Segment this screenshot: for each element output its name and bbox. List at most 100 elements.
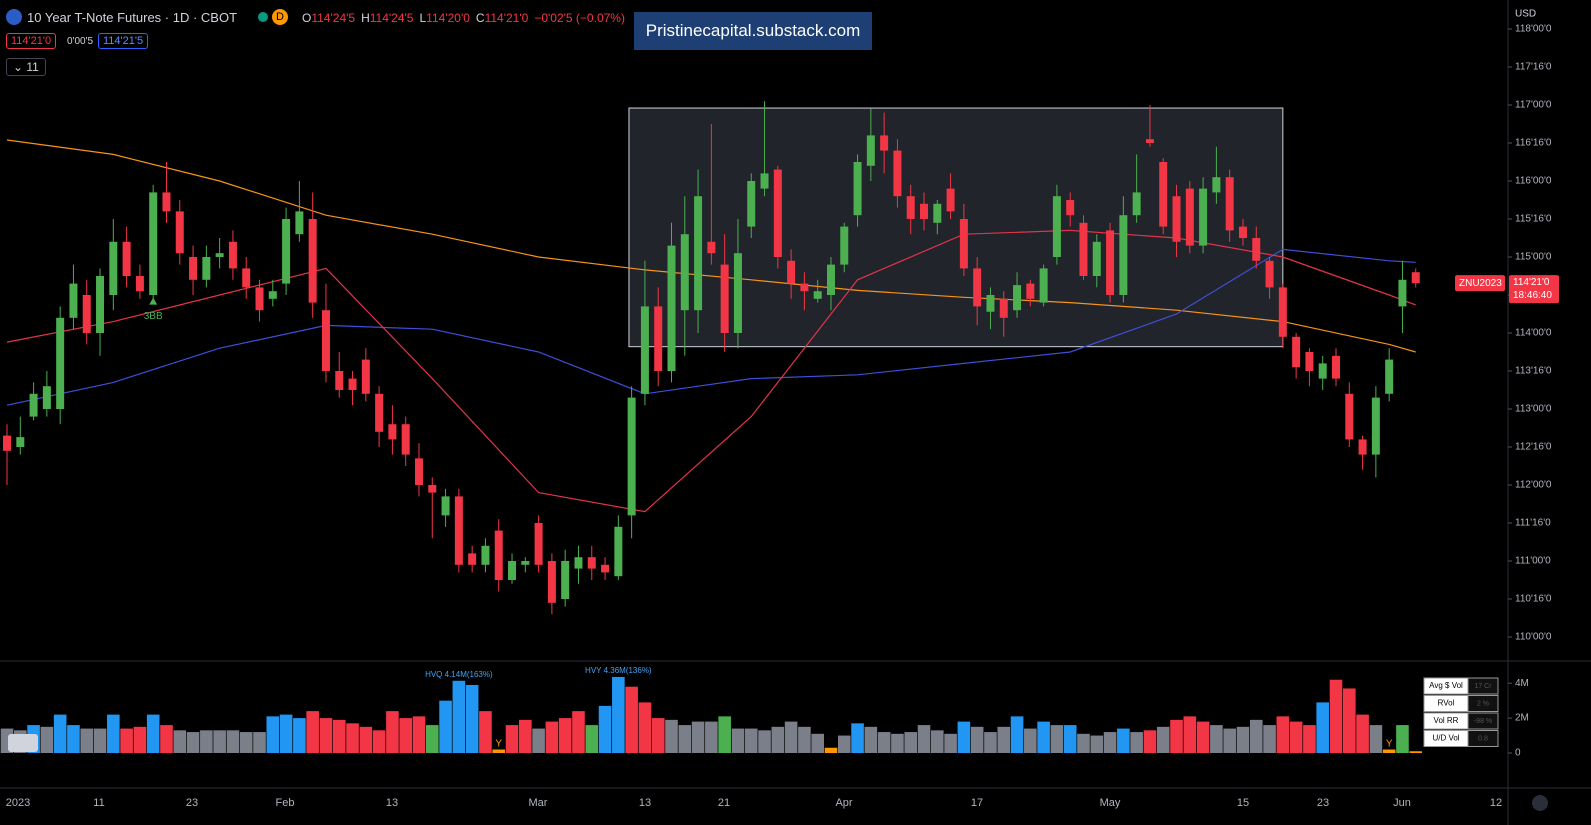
x-tick-label: 13 bbox=[639, 797, 651, 809]
x-tick-label: Feb bbox=[276, 797, 295, 809]
candle-body bbox=[680, 234, 689, 311]
volume-bar bbox=[572, 711, 585, 753]
volume-bar bbox=[479, 711, 492, 753]
stats-value: -98 % bbox=[1474, 718, 1492, 725]
volume-bar bbox=[691, 721, 705, 753]
volume-bar bbox=[93, 728, 107, 753]
x-tick-label: 2023 bbox=[6, 797, 30, 809]
candle-body bbox=[1358, 439, 1367, 455]
y-tick-label: 115'16'0 bbox=[1515, 214, 1552, 225]
volume-bar bbox=[1196, 721, 1210, 753]
candle-body bbox=[627, 397, 636, 516]
volume-bar bbox=[293, 718, 306, 753]
y-tick-label: 112'00'0 bbox=[1515, 480, 1552, 491]
candle-body bbox=[773, 169, 782, 257]
volume-bar bbox=[851, 723, 864, 753]
candle-body bbox=[654, 306, 663, 371]
volume-bar bbox=[904, 732, 918, 753]
candle-body bbox=[414, 458, 423, 485]
y-tick-label: 113'00'0 bbox=[1515, 404, 1552, 415]
countdown-label: 18:46:40 bbox=[1513, 290, 1552, 301]
candle-body bbox=[255, 287, 264, 311]
status-dot bbox=[258, 12, 268, 22]
y-tick-label: 114'00'0 bbox=[1515, 328, 1552, 339]
volume-bar bbox=[1210, 725, 1223, 753]
symbol-label: ZNU2023 bbox=[1459, 278, 1502, 289]
candle-body bbox=[308, 219, 317, 303]
candle-body bbox=[800, 283, 809, 292]
volume-bar bbox=[1342, 688, 1356, 753]
candle-body bbox=[1212, 177, 1221, 193]
ohlc-legend: O114'24'5 H114'24'5 L114'20'0 C114'21'0 −0'0… bbox=[302, 11, 625, 25]
volume-bar bbox=[744, 728, 758, 753]
volume-bar bbox=[306, 711, 319, 753]
candle-body bbox=[228, 241, 237, 269]
volume-bar bbox=[1130, 732, 1143, 753]
stats-label: RVol bbox=[1438, 699, 1455, 708]
volume-bar bbox=[399, 718, 412, 753]
volume-bar bbox=[505, 725, 519, 753]
volume-annotation: HVY 4.36M(136%) bbox=[585, 666, 652, 675]
volume-bar bbox=[372, 730, 386, 753]
candle-body bbox=[481, 545, 490, 565]
candle-body bbox=[587, 557, 596, 569]
candle-body bbox=[1371, 397, 1380, 455]
x-tick-label: 23 bbox=[186, 797, 198, 809]
candle-body bbox=[1052, 196, 1061, 257]
volume-bar bbox=[239, 732, 253, 753]
volume-bar bbox=[545, 721, 559, 753]
volume-bar bbox=[612, 676, 625, 753]
candle-body bbox=[375, 393, 384, 432]
y-tick-label: 118'00'0 bbox=[1515, 24, 1552, 35]
volume-bar bbox=[1303, 725, 1316, 753]
x-tick-label: Jun bbox=[1393, 797, 1411, 809]
ask-price[interactable]: 114'21'5 bbox=[98, 33, 149, 49]
volume-bar bbox=[917, 725, 931, 753]
volume-bar bbox=[519, 719, 532, 753]
candle-body bbox=[840, 226, 849, 265]
candle-body bbox=[1398, 279, 1407, 307]
candle-body bbox=[760, 173, 769, 189]
volume-bar bbox=[1156, 726, 1170, 753]
watermark: Pristinecapital.substack.com bbox=[634, 12, 872, 50]
candle-body bbox=[175, 211, 184, 254]
volume-bar bbox=[346, 723, 359, 753]
volume-bar bbox=[1329, 679, 1343, 753]
volume-bar bbox=[1037, 721, 1050, 753]
candle-body bbox=[1238, 226, 1247, 238]
indicator-toggle[interactable]: ⌄ 11 bbox=[6, 58, 46, 76]
bid-price[interactable]: 114'21'0 bbox=[6, 33, 57, 49]
stats-value: 2 % bbox=[1477, 700, 1489, 707]
signal-marker bbox=[149, 297, 158, 305]
x-tick-label: 21 bbox=[718, 797, 730, 809]
candle-body bbox=[574, 557, 583, 569]
candle-body bbox=[959, 219, 968, 269]
y-tick-label: 111'16'0 bbox=[1515, 518, 1551, 529]
candle-body bbox=[880, 135, 889, 151]
volume-bar bbox=[1263, 725, 1276, 753]
volume-bar bbox=[186, 732, 200, 753]
volume-bar bbox=[1236, 726, 1250, 753]
candle-body bbox=[122, 241, 131, 276]
y-tick-label: 117'00'0 bbox=[1515, 100, 1552, 111]
candle-body bbox=[29, 393, 38, 417]
stats-value-cell bbox=[1467, 677, 1499, 695]
spread: 0'00'5 bbox=[67, 36, 94, 47]
candle-body bbox=[747, 181, 756, 227]
volume-bar bbox=[425, 725, 439, 753]
candle-body bbox=[1119, 215, 1128, 295]
candle-body bbox=[601, 564, 610, 573]
candle-body bbox=[401, 424, 410, 455]
volume-bar bbox=[40, 726, 54, 753]
volume-bar bbox=[1063, 725, 1077, 753]
candle-body bbox=[109, 241, 118, 295]
volume-bar bbox=[1170, 719, 1183, 753]
volume-bar bbox=[492, 749, 506, 753]
candle-body bbox=[933, 203, 942, 223]
candle-body bbox=[667, 245, 676, 371]
volume-bar bbox=[1249, 719, 1263, 753]
volume-bar bbox=[1077, 733, 1090, 753]
candle-body bbox=[561, 561, 570, 599]
volume-bar bbox=[80, 728, 94, 753]
